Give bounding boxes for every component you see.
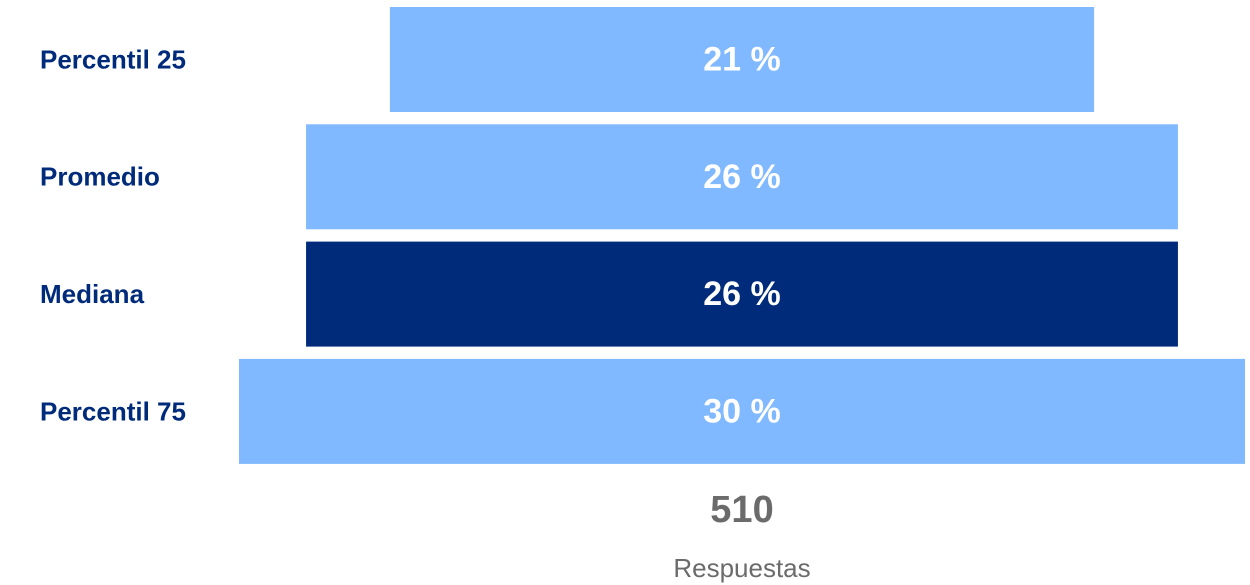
category-label: Percentil 25: [40, 44, 186, 74]
value-label: 30 %: [703, 392, 781, 430]
total-label: Respuestas: [673, 553, 810, 583]
bar: [306, 124, 1178, 230]
bar: [306, 241, 1178, 347]
bar: [389, 7, 1095, 112]
total: 510: [710, 489, 773, 531]
category-label: Promedio: [40, 162, 160, 192]
category-label: Mediana: [40, 279, 145, 309]
category-label: Percentil 75: [40, 396, 186, 426]
bar: [239, 358, 1245, 464]
value-label: 26 %: [703, 158, 781, 196]
value-label: 21 %: [703, 40, 781, 78]
value-label: 26 %: [703, 275, 781, 313]
